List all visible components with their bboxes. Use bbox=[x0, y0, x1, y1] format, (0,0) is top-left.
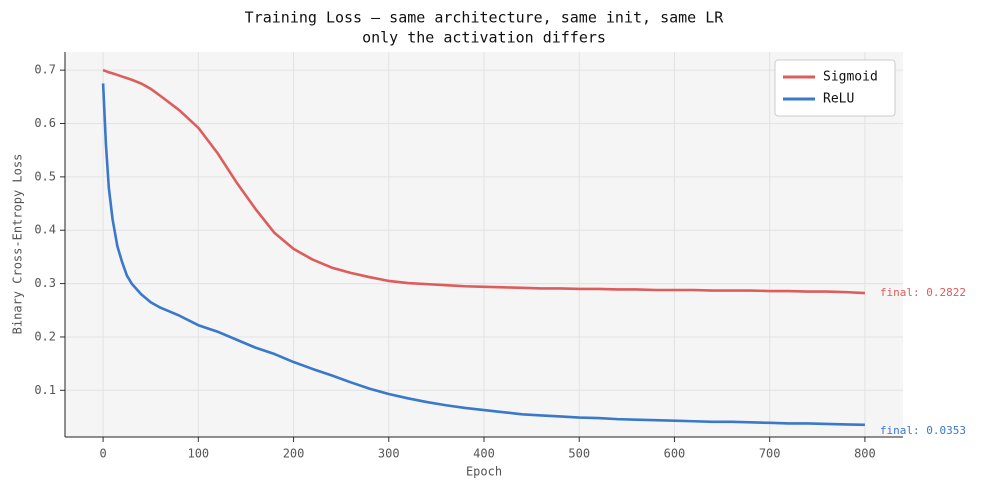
x-tick-label: 300 bbox=[378, 447, 400, 461]
y-tick-label: 0.4 bbox=[34, 223, 56, 237]
annotation: final: 0.2822 bbox=[880, 286, 966, 299]
chart-subtitle: only the activation differs bbox=[362, 29, 606, 47]
x-tick-label: 800 bbox=[854, 447, 876, 461]
x-tick-label: 100 bbox=[187, 447, 209, 461]
line-series bbox=[101, 83, 865, 427]
x-tick-label: 500 bbox=[568, 447, 590, 461]
y-tick-label: 0.5 bbox=[34, 169, 56, 183]
y-tick-label: 0.3 bbox=[34, 276, 56, 290]
line-series bbox=[102, 68, 865, 295]
x-axis-label: Epoch bbox=[466, 465, 502, 479]
chart-title: Training Loss — same architecture, same … bbox=[245, 9, 725, 27]
x-tick-label: 200 bbox=[283, 447, 305, 461]
annotation: final: 0.0353 bbox=[880, 424, 966, 437]
y-tick-label: 0.7 bbox=[34, 63, 56, 77]
x-tick-label: 700 bbox=[759, 447, 781, 461]
y-tick-label: 0.2 bbox=[34, 329, 56, 343]
y-tick-label: 0.1 bbox=[34, 383, 56, 397]
x-tick-label: 600 bbox=[664, 447, 686, 461]
y-axis-label: Binary Cross-Entropy Loss bbox=[11, 154, 25, 335]
x-tick-label: 400 bbox=[473, 447, 495, 461]
legend-label: Sigmoid bbox=[823, 70, 878, 85]
legend bbox=[774, 59, 896, 117]
legend-label: ReLU bbox=[823, 92, 854, 107]
x-tick-label: 0 bbox=[99, 447, 106, 461]
y-tick-label: 0.6 bbox=[34, 116, 56, 130]
